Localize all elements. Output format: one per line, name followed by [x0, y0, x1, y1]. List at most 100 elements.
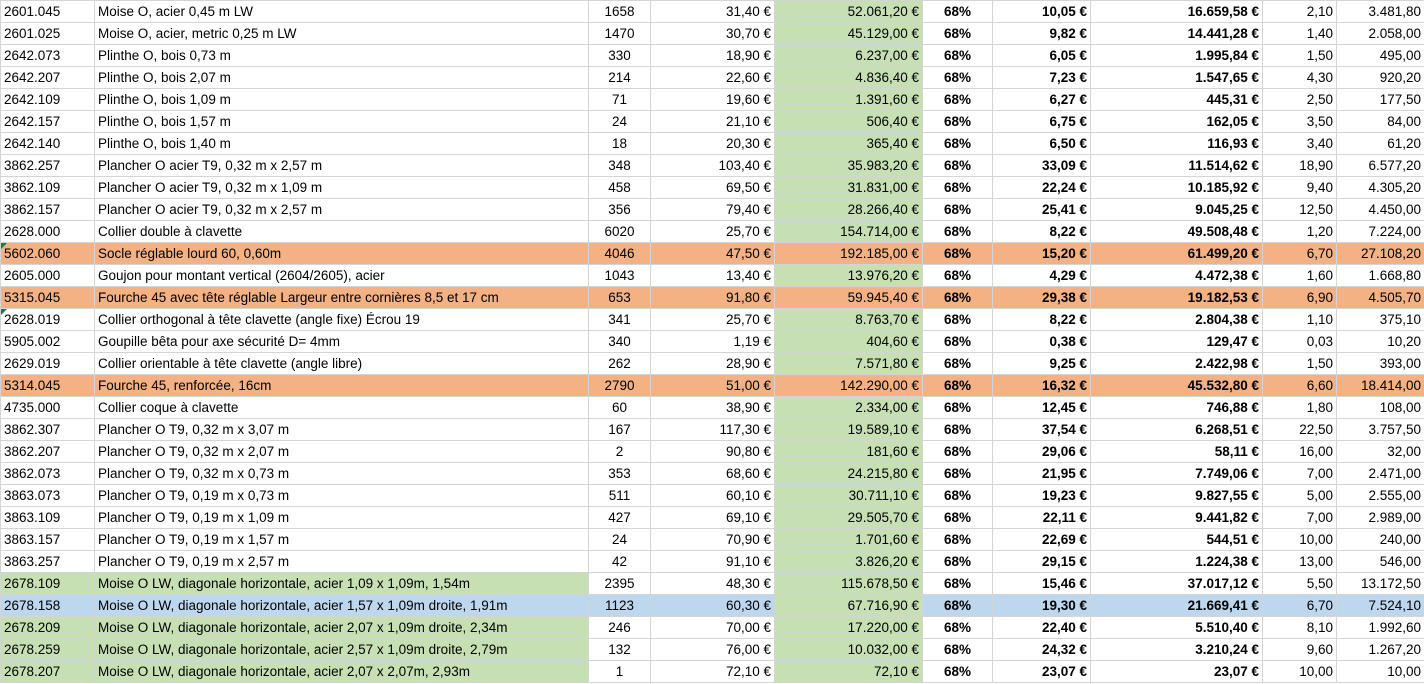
cell-quantity[interactable]: 1470: [588, 22, 651, 45]
cell-unit-weight[interactable]: 5,50: [1262, 572, 1337, 595]
cell-discount-percent[interactable]: 68%: [922, 616, 993, 639]
cell-description[interactable]: Goujon pour montant vertical (2604/2605)…: [94, 264, 589, 287]
cell-discount-percent[interactable]: 68%: [922, 660, 993, 683]
cell-total-weight[interactable]: 2.471,00: [1336, 462, 1424, 485]
cell-net-unit-price[interactable]: 6,27 €: [992, 88, 1091, 111]
cell-description[interactable]: Moise O LW, diagonale horizontale, acier…: [94, 572, 589, 595]
cell-unit-weight[interactable]: 22,50: [1262, 418, 1337, 441]
cell-description[interactable]: Plinthe O, bois 0,73 m: [94, 44, 589, 67]
cell-unit-price[interactable]: 90,80 €: [650, 440, 775, 463]
cell-quantity[interactable]: 42: [588, 550, 651, 573]
cell-unit-price[interactable]: 31,40 €: [650, 0, 775, 23]
cell-description[interactable]: Fourche 45, renforcée, 16cm: [94, 374, 589, 397]
cell-net-unit-price[interactable]: 29,15 €: [992, 550, 1091, 573]
cell-total-weight[interactable]: 375,10: [1336, 308, 1424, 331]
cell-quantity[interactable]: 1043: [588, 264, 651, 287]
cell-description[interactable]: Plancher O T9, 0,19 m x 2,57 m: [94, 550, 589, 573]
cell-net-unit-price[interactable]: 22,24 €: [992, 176, 1091, 199]
cell-net-unit-price[interactable]: 22,40 €: [992, 616, 1091, 639]
cell-net-total[interactable]: 6.268,51 €: [1090, 418, 1263, 441]
cell-article-code[interactable]: 2678.158: [0, 594, 95, 617]
cell-unit-price[interactable]: 21,10 €: [650, 110, 775, 133]
cell-quantity[interactable]: 356: [588, 198, 651, 221]
cell-discount-percent[interactable]: 68%: [922, 154, 993, 177]
cell-description[interactable]: Moise O LW, diagonale horizontale, acier…: [94, 660, 589, 683]
cell-discount-percent[interactable]: 68%: [922, 528, 993, 551]
cell-unit-weight[interactable]: 12,50: [1262, 198, 1337, 221]
cell-net-total[interactable]: 9.441,82 €: [1090, 506, 1263, 529]
cell-unit-weight[interactable]: 1,10: [1262, 308, 1337, 331]
cell-description[interactable]: Plancher O acier T9, 0,32 m x 2,57 m: [94, 198, 589, 221]
cell-article-code[interactable]: 3862.257: [0, 154, 95, 177]
cell-discount-percent[interactable]: 68%: [922, 66, 993, 89]
cell-unit-weight[interactable]: 1,40: [1262, 22, 1337, 45]
cell-unit-price[interactable]: 72,10 €: [650, 660, 775, 683]
cell-quantity[interactable]: 653: [588, 286, 651, 309]
cell-net-unit-price[interactable]: 19,30 €: [992, 594, 1091, 617]
cell-net-total[interactable]: 116,93 €: [1090, 132, 1263, 155]
cell-unit-price[interactable]: 25,70 €: [650, 308, 775, 331]
cell-unit-weight[interactable]: 10,00: [1262, 528, 1337, 551]
cell-total-price[interactable]: 10.032,00 €: [774, 638, 923, 661]
cell-total-weight[interactable]: 3.481,80: [1336, 0, 1424, 23]
cell-article-code[interactable]: 2628.000: [0, 220, 95, 243]
cell-unit-weight[interactable]: 16,00: [1262, 440, 1337, 463]
cell-article-code[interactable]: 2601.025: [0, 22, 95, 45]
cell-net-unit-price[interactable]: 4,29 €: [992, 264, 1091, 287]
cell-total-weight[interactable]: 32,00: [1336, 440, 1424, 463]
cell-discount-percent[interactable]: 68%: [922, 330, 993, 353]
cell-description[interactable]: Plancher O T9, 0,19 m x 1,09 m: [94, 506, 589, 529]
cell-net-unit-price[interactable]: 6,50 €: [992, 132, 1091, 155]
cell-unit-weight[interactable]: 6,70: [1262, 242, 1337, 265]
cell-net-unit-price[interactable]: 7,23 €: [992, 66, 1091, 89]
cell-discount-percent[interactable]: 68%: [922, 506, 993, 529]
cell-description[interactable]: Plancher O T9, 0,32 m x 0,73 m: [94, 462, 589, 485]
cell-total-price[interactable]: 506,40 €: [774, 110, 923, 133]
cell-article-code[interactable]: 5905.002: [0, 330, 95, 353]
cell-total-price[interactable]: 72,10 €: [774, 660, 923, 683]
cell-article-code[interactable]: 2678.109: [0, 572, 95, 595]
cell-quantity[interactable]: 24: [588, 528, 651, 551]
cell-total-price[interactable]: 35.983,20 €: [774, 154, 923, 177]
cell-quantity[interactable]: 348: [588, 154, 651, 177]
cell-net-total[interactable]: 2.804,38 €: [1090, 308, 1263, 331]
cell-discount-percent[interactable]: 68%: [922, 374, 993, 397]
cell-total-price[interactable]: 115.678,50 €: [774, 572, 923, 595]
cell-unit-weight[interactable]: 6,90: [1262, 286, 1337, 309]
cell-net-unit-price[interactable]: 19,23 €: [992, 484, 1091, 507]
cell-total-price[interactable]: 24.215,80 €: [774, 462, 923, 485]
cell-quantity[interactable]: 167: [588, 418, 651, 441]
cell-unit-weight[interactable]: 3,50: [1262, 110, 1337, 133]
cell-unit-weight[interactable]: 2,50: [1262, 88, 1337, 111]
cell-net-total[interactable]: 23,07 €: [1090, 660, 1263, 683]
cell-net-unit-price[interactable]: 0,38 €: [992, 330, 1091, 353]
cell-discount-percent[interactable]: 68%: [922, 110, 993, 133]
cell-unit-weight[interactable]: 1,50: [1262, 44, 1337, 67]
cell-total-price[interactable]: 181,60 €: [774, 440, 923, 463]
cell-unit-price[interactable]: 79,40 €: [650, 198, 775, 221]
cell-unit-price[interactable]: 60,10 €: [650, 484, 775, 507]
cell-unit-weight[interactable]: 6,60: [1262, 374, 1337, 397]
cell-unit-weight[interactable]: 4,30: [1262, 66, 1337, 89]
cell-unit-weight[interactable]: 9,40: [1262, 176, 1337, 199]
cell-net-total[interactable]: 16.659,58 €: [1090, 0, 1263, 23]
cell-total-price[interactable]: 365,40 €: [774, 132, 923, 155]
cell-total-price[interactable]: 29.505,70 €: [774, 506, 923, 529]
cell-article-code[interactable]: 2605.000: [0, 264, 95, 287]
cell-total-price[interactable]: 8.763,70 €: [774, 308, 923, 331]
cell-net-unit-price[interactable]: 9,82 €: [992, 22, 1091, 45]
cell-discount-percent[interactable]: 68%: [922, 132, 993, 155]
cell-article-code[interactable]: 3863.257: [0, 550, 95, 573]
cell-article-code[interactable]: 3862.307: [0, 418, 95, 441]
cell-total-price[interactable]: 19.589,10 €: [774, 418, 923, 441]
cell-total-price[interactable]: 7.571,80 €: [774, 352, 923, 375]
cell-total-price[interactable]: 3.826,20 €: [774, 550, 923, 573]
cell-net-total[interactable]: 1.224,38 €: [1090, 550, 1263, 573]
cell-quantity[interactable]: 1: [588, 660, 651, 683]
cell-quantity[interactable]: 60: [588, 396, 651, 419]
cell-net-total[interactable]: 129,47 €: [1090, 330, 1263, 353]
cell-article-code[interactable]: 2642.073: [0, 44, 95, 67]
cell-article-code[interactable]: 2642.140: [0, 132, 95, 155]
cell-net-total[interactable]: 19.182,53 €: [1090, 286, 1263, 309]
cell-unit-weight[interactable]: 7,00: [1262, 506, 1337, 529]
